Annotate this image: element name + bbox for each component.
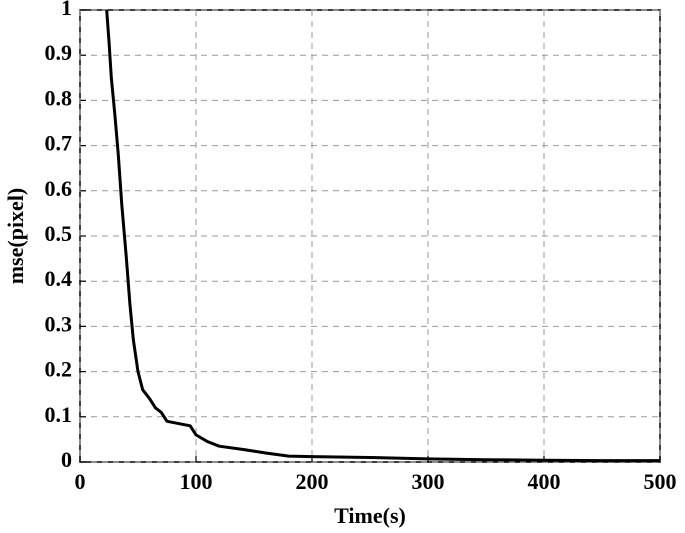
y-tick-label: 0.4 <box>45 266 73 291</box>
x-tick-label: 100 <box>180 469 213 494</box>
y-tick-label: 0 <box>61 447 72 472</box>
y-tick-label: 0.7 <box>45 131 73 156</box>
data-line <box>105 9 660 463</box>
x-tick-label: 500 <box>644 469 677 494</box>
x-tick-label: 300 <box>412 469 445 494</box>
y-tick-label: 0.6 <box>45 176 73 201</box>
y-tick-label: 1 <box>61 0 72 20</box>
y-tick-label: 0.8 <box>45 85 73 110</box>
x-axis-label: Time(s) <box>334 503 406 528</box>
x-tick-label: 400 <box>528 469 561 494</box>
x-tick-label: 200 <box>296 469 329 494</box>
y-tick-label: 0.5 <box>45 221 73 246</box>
y-tick-label: 0.2 <box>45 357 73 382</box>
y-tick-label: 0.3 <box>45 311 73 336</box>
y-axis-label: mse(pixel) <box>3 188 28 285</box>
y-tick-label: 0.1 <box>45 402 73 427</box>
y-tick-label: 0.9 <box>45 40 73 65</box>
x-tick-label: 0 <box>75 469 86 494</box>
